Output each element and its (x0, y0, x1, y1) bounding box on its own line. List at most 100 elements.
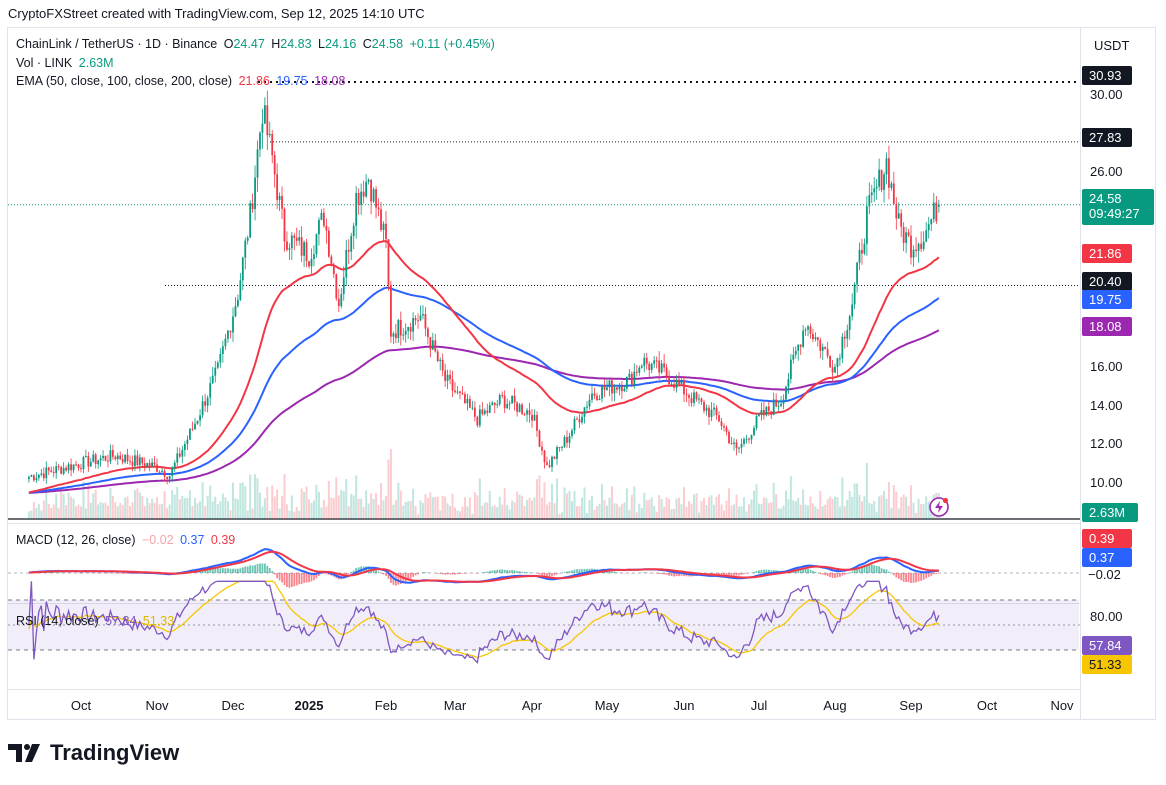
candle-body (603, 385, 606, 390)
macd-hist-bar (412, 573, 415, 577)
macd-hist-bar (451, 573, 454, 575)
macd-hist-bar (293, 573, 296, 587)
candle-body (807, 326, 809, 330)
high-label: H (271, 37, 281, 51)
tradingview-logo[interactable]: TradingView (8, 740, 179, 766)
macd-hist-bar (765, 569, 768, 573)
volume-bar (407, 501, 410, 519)
candle-body (802, 330, 805, 347)
ema200-badge: 18.08 (1082, 317, 1132, 336)
volume-bar (375, 493, 378, 519)
candle-body (738, 447, 740, 449)
candle-body (89, 461, 92, 467)
candle-body (283, 208, 286, 242)
macd-hist-bar (232, 568, 234, 573)
candle-body (839, 358, 841, 360)
candle-body (80, 468, 82, 470)
volume-bar (775, 494, 778, 519)
x-label-may: May (594, 698, 620, 713)
rsi-ma-value: 51.33 (142, 614, 175, 628)
candle-body (234, 306, 237, 317)
macd-hist-bar (261, 563, 264, 573)
volume-bar (431, 497, 434, 519)
macd-hist-bar (819, 573, 822, 574)
candle-body (229, 330, 232, 333)
volume-bar (75, 506, 78, 519)
candle-body (743, 439, 745, 444)
volume-bar (811, 503, 814, 519)
volume-bar (327, 480, 330, 519)
candle-body (196, 420, 199, 424)
macd-hist-bar (807, 568, 809, 573)
volume-bar (493, 505, 496, 519)
chart-svg[interactable] (8, 28, 1080, 690)
chart-caption: CryptoFXStreet created with TradingView.… (8, 6, 425, 21)
candle-body (816, 337, 819, 341)
volume-bar (518, 494, 521, 519)
candle-body (50, 470, 53, 473)
macd-hist-bar (357, 567, 360, 573)
volume-bar (251, 508, 254, 519)
macd-hist-bar (538, 573, 541, 575)
volume-bar (104, 502, 107, 519)
macd-hist-bar (558, 573, 561, 574)
candle-body (183, 443, 186, 450)
candle-body (181, 449, 184, 457)
candle-body (563, 437, 566, 447)
candle-body (782, 399, 785, 404)
rsi-legend[interactable]: RSI (14, close) 57.84 51.33 (16, 614, 177, 628)
candle-body (915, 249, 917, 251)
volume-bar (478, 478, 481, 519)
macd-legend[interactable]: MACD (12, 26, close) −0.02 0.37 0.39 (16, 533, 238, 547)
macd-hist-bar (821, 573, 824, 575)
currency-label[interactable]: USDT (1094, 38, 1130, 53)
candle-body (310, 258, 313, 267)
x-label-oct-2: Oct (976, 698, 998, 713)
price-tick-26: 26.00 (1090, 164, 1123, 179)
volume-bar (392, 504, 395, 519)
volume-bar (643, 492, 646, 519)
candle-body (723, 426, 725, 428)
x-label-aug: Aug (823, 698, 847, 713)
candle-body (910, 235, 912, 258)
macd-hist-bar (831, 573, 834, 578)
candle-body (863, 243, 866, 254)
macd-hist-bar (308, 573, 310, 583)
candle-body (397, 319, 400, 339)
macd-hist-bar (483, 571, 486, 573)
macd-hist-bar (528, 572, 531, 573)
volume-bar (860, 501, 863, 519)
candle-body (668, 375, 670, 385)
volume-bar (283, 474, 286, 519)
candle-body (266, 105, 269, 136)
macd-pane-separator[interactable] (8, 523, 1080, 524)
symbol-name[interactable]: ChainLink / TetherUS · 1D · Binance (16, 37, 218, 51)
volume-bar (141, 495, 144, 519)
macd-hist-bar (738, 573, 740, 576)
symbol-legend[interactable]: ChainLink / TetherUS · 1D · Binance O24.… (16, 37, 498, 51)
macd-hist-bar (237, 568, 239, 573)
candle-body (663, 363, 666, 368)
ema-legend[interactable]: EMA (50, close, 100, close, 200, close) … (16, 74, 348, 88)
candle-body (715, 407, 718, 416)
macd-hist-bar (508, 570, 511, 573)
candle-body (138, 457, 141, 466)
volume-bar (663, 506, 666, 519)
rsi-pane-separator[interactable] (8, 603, 1080, 604)
volume-bar (258, 492, 261, 519)
volume-bar (824, 504, 827, 519)
candle-body (290, 235, 293, 249)
candle-body (826, 349, 829, 357)
volume-bar (133, 490, 136, 519)
candle-body (925, 230, 928, 242)
volume-bar (618, 506, 621, 519)
volume-bar (596, 506, 598, 519)
lightning-icon[interactable] (929, 497, 949, 517)
macd-hist-bar (907, 573, 910, 583)
candle-body (92, 454, 95, 462)
level-20-badge: 20.40 (1082, 272, 1132, 291)
volume-bar (887, 481, 890, 519)
volume-legend[interactable]: Vol · LINK 2.63M (16, 56, 117, 70)
candle-body (355, 192, 358, 226)
macd-hist-bar (496, 570, 499, 573)
